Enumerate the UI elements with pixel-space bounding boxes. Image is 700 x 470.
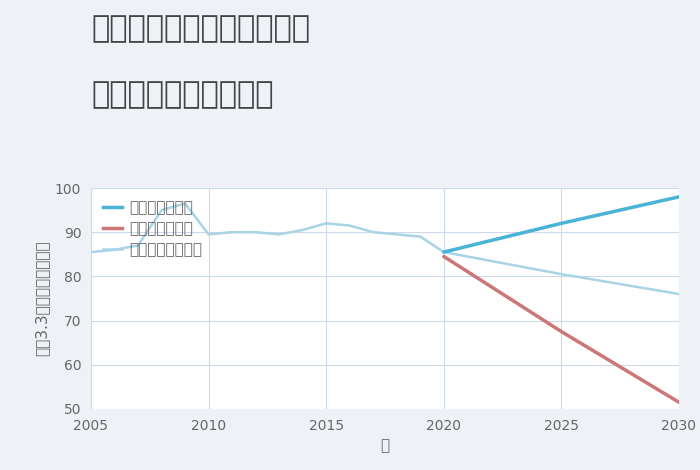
Text: 兵庫県姫路市別所町別所の: 兵庫県姫路市別所町別所の [91, 14, 310, 43]
X-axis label: 年: 年 [380, 438, 390, 453]
Legend: グッドシナリオ, バッドシナリオ, ノーマルシナリオ: グッドシナリオ, バッドシナリオ, ノーマルシナリオ [99, 196, 206, 262]
Y-axis label: 坪（3.3㎡）単価（万円）: 坪（3.3㎡）単価（万円） [34, 241, 49, 356]
Text: 中古戸建ての価格推移: 中古戸建ての価格推移 [91, 80, 274, 109]
